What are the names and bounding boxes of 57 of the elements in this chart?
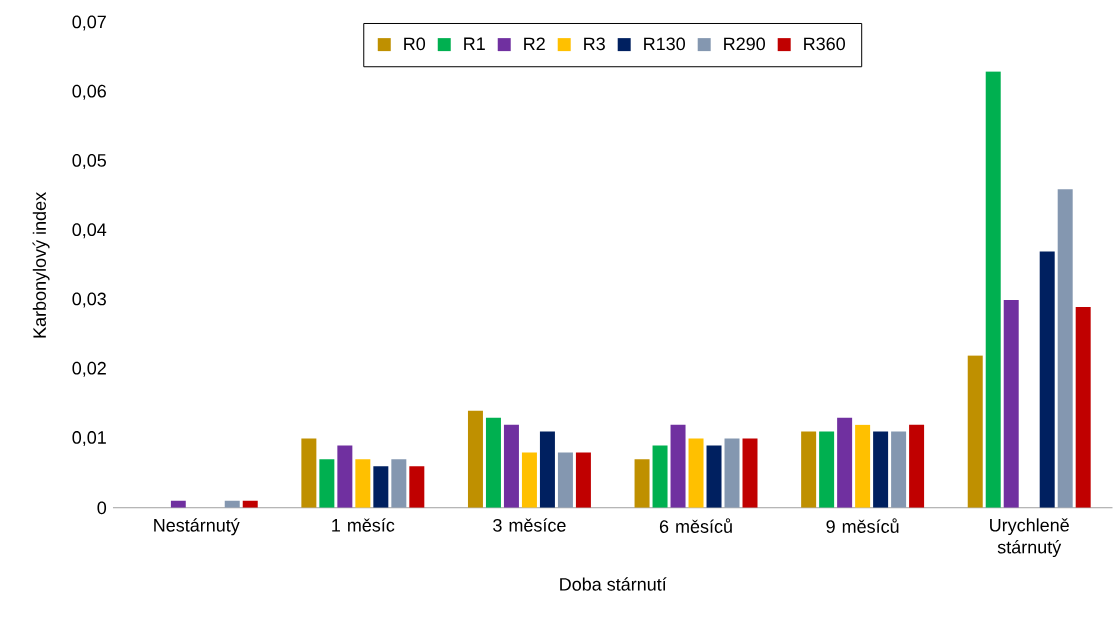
x-tick-label: Nestárnutý [154, 518, 240, 536]
bar [355, 459, 371, 508]
bar [1003, 300, 1019, 508]
bar [724, 438, 740, 508]
bar [539, 431, 555, 508]
y-tick-label: 0,01 [72, 431, 106, 447]
bar [521, 452, 537, 508]
x-tick-label: 6 měsíců [659, 518, 732, 534]
bar [503, 424, 519, 508]
bar [467, 410, 483, 508]
y-tick-label: 0,07 [72, 15, 106, 31]
bar [909, 424, 925, 508]
bar [1039, 251, 1055, 508]
bar [855, 424, 871, 508]
bar [634, 459, 650, 508]
y-tick-label: 0,02 [72, 361, 106, 377]
legend-label: R0 [404, 37, 426, 51]
legend-label: R360 [804, 37, 845, 51]
bar [557, 452, 573, 508]
x-tick-label: 3 měsíce [493, 518, 566, 532]
x-tick-label: 9 měsíců [826, 518, 899, 534]
bar [373, 466, 389, 508]
bar [670, 424, 686, 508]
bar [967, 355, 983, 508]
legend-label: R2 [524, 37, 545, 51]
legend-label: R130 [644, 37, 685, 51]
bar [819, 431, 835, 508]
bar [1057, 189, 1073, 508]
bar [706, 445, 722, 508]
bar [985, 71, 1001, 508]
bar [652, 445, 668, 508]
bar [575, 452, 591, 508]
x-tick-label: Urychleně stárnutý [990, 518, 1069, 558]
y-axis-title: Karbonylový index [32, 192, 50, 338]
y-tick-label: 0,05 [72, 154, 106, 170]
bar [837, 417, 853, 508]
bar [1075, 307, 1091, 508]
bar [688, 438, 704, 508]
x-tick-label: 1 měsíc [332, 518, 395, 532]
bar [891, 431, 907, 508]
bar [485, 417, 501, 508]
legend-label: R3 [584, 37, 605, 51]
bar [801, 431, 817, 508]
legend-label: R1 [464, 37, 485, 51]
bar [301, 438, 317, 508]
bar [742, 438, 758, 508]
bar [391, 459, 407, 508]
x-axis-title: Doba stárnutí [560, 577, 667, 591]
y-tick-label: 0,03 [72, 292, 106, 308]
bar [409, 466, 425, 508]
y-tick-label: 0,06 [72, 84, 106, 100]
bar [873, 431, 889, 508]
legend-label: R290 [724, 37, 765, 51]
bar [319, 459, 335, 508]
y-tick-label: 0 [97, 501, 107, 515]
bar [337, 445, 353, 508]
y-tick-label: 0,04 [72, 223, 107, 239]
